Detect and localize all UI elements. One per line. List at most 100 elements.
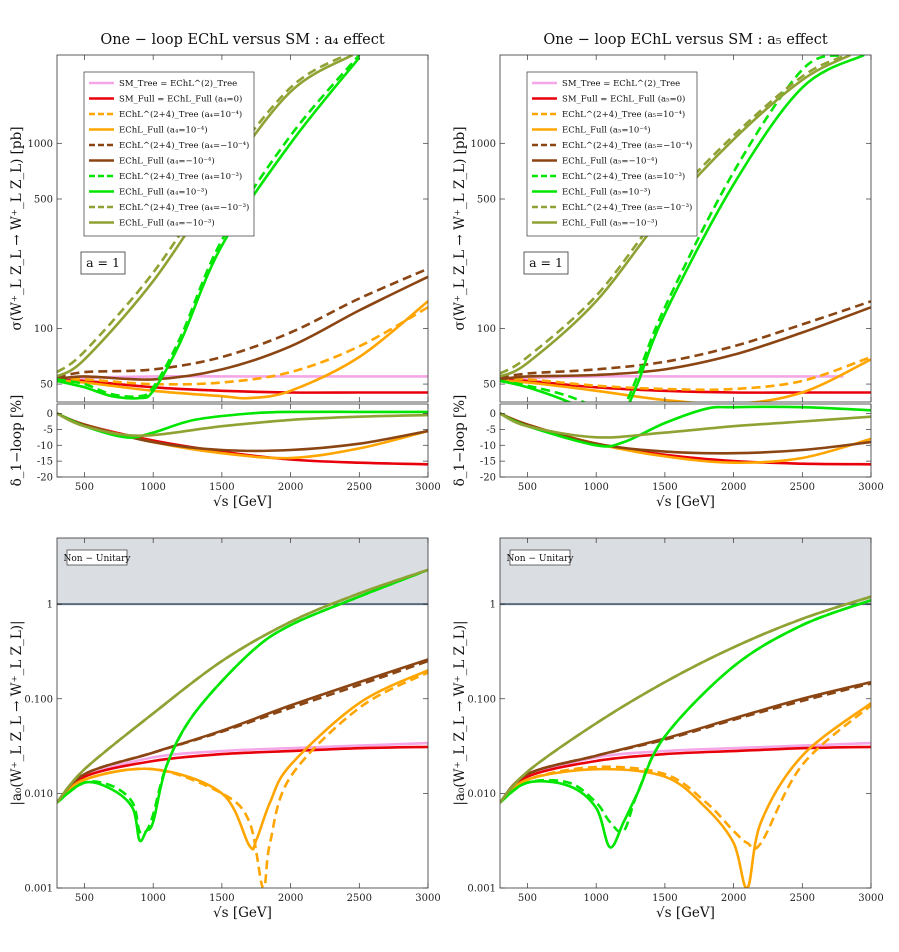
series-line-a5-a0-4: [500, 682, 871, 804]
a4-a0-xtick-label: 1500: [209, 893, 234, 904]
a4-delta-ytick-label: -10: [37, 441, 53, 452]
legend-label: EChL^(2+4)_Tree (a₄=10⁻⁴): [119, 109, 242, 120]
a4-delta-frame: [56, 403, 429, 478]
series-line-a5-a0-3: [500, 702, 871, 888]
legend-label: EChL^(2+4)_Tree (a₄=−10⁻⁴): [119, 140, 249, 151]
a5-delta-ytick-label: -20: [480, 473, 496, 484]
a5-a0-frame: [499, 537, 872, 889]
legend-label: SM_Full = EChL_Full (a₅=0): [562, 94, 685, 105]
a4-a0-ytick-label: 0.001: [24, 884, 53, 895]
legend-label: EChL^(2+4)_Tree (a₄=−10⁻³): [119, 202, 249, 213]
a5-sigma-axes: 50 100 500 1000: [471, 54, 872, 403]
x-axis-label: √s [GeV]: [656, 494, 715, 510]
a4-a0-axes: 500 1000 1500 2000 2500 3000 0.001 0.010 0.100 1: [24, 537, 441, 904]
series-line-a4-delta-2: [57, 412, 428, 453]
a4-a0-ytick-label: 1: [47, 600, 53, 611]
series-line-a5-sigma-5: [500, 306, 871, 381]
a5-delta-xtick-label: 2500: [790, 482, 815, 493]
a4-delta-ytick-label: -5: [43, 425, 53, 436]
a4-delta-series-group: [57, 410, 428, 466]
series-line-a4-delta-4: [57, 412, 428, 437]
nonunitary-label-box: [509, 549, 571, 566]
series-line-a5-a0-9: [500, 595, 871, 804]
x-axis-label: √s [GeV]: [213, 905, 272, 921]
chart-title: One − loop EChL versus SM : a₅ effect: [543, 32, 827, 48]
a4-sigma-ytick-label: 50: [40, 380, 53, 391]
series-line-a5-sigma-6: [500, 55, 844, 402]
annotation-text: a = 1: [529, 255, 563, 270]
series-line-a5-sigma-0: [500, 375, 844, 383]
nonunitary-region: [57, 538, 428, 605]
series-line-a4-sigma-7: [57, 56, 361, 400]
a4-a0-series-group: [57, 568, 428, 888]
series-line-a4-a0-5: [57, 658, 428, 804]
series-line-a4-sigma-5: [57, 275, 428, 381]
legend-label: EChL_Full (a₄=10⁻³): [119, 187, 208, 198]
a4-a0-xtick-label: 1000: [140, 893, 165, 904]
legend-label: EChL_Full (a₅=−10⁻⁴): [562, 156, 658, 167]
series-line-a5-delta-3: [500, 405, 871, 448]
series-line-a5-delta-4: [500, 412, 871, 439]
a5-delta-xtick-label: 1500: [652, 482, 677, 493]
a5-a0-axes: 500 1000 1500 2000 2500 3000 0.001 0.010 0.100 1: [467, 537, 884, 904]
series-line-a5-delta-2: [500, 412, 871, 455]
series-line-a4-sigma-0: [57, 375, 428, 383]
annotation-text: a = 1: [86, 255, 120, 270]
a5-sigma-ytick-label: 50: [483, 380, 496, 391]
a5-delta-axes: 500 1000 1500 2000 2500 3000 0 -5 -10 -15 -20: [480, 403, 884, 493]
legend-label: EChL_Full (a₄=−10⁻⁴): [119, 156, 215, 167]
a4-delta-ytick-label: -15: [37, 457, 53, 468]
a5-a0-xtick-label: 2500: [790, 893, 815, 904]
y-axis-label: |a₀(W⁺_L Z_L → W⁺_L Z_L)|: [9, 620, 25, 805]
series-line-a4-sigma-8: [57, 55, 347, 374]
a4-a0-frame: [56, 537, 429, 889]
a4-sigma-series-group: [57, 55, 428, 400]
a5-delta-xtick-label: 2000: [721, 482, 746, 493]
legend-label: EChL^(2+4)_Tree (a₄=10⁻³): [119, 171, 242, 182]
a4-delta-xtick-label: 1000: [140, 482, 165, 493]
nonunitary-label-box: [66, 549, 128, 566]
series-line-a4-a0-7: [57, 568, 428, 843]
a4-delta-xtick-label: 1500: [209, 482, 234, 493]
series-line-a5-sigma-8: [500, 55, 847, 375]
series-line-a4-sigma-4: [57, 267, 428, 380]
nonunitary-label: Non − Unitary: [507, 554, 575, 564]
a5-a0-xtick-label: 3000: [858, 893, 883, 904]
y-axis-label: σ(W⁺_L Z_L → W⁺_L Z_L) [pb]: [9, 127, 25, 331]
annotation-box: [80, 251, 126, 275]
a5-sigma-ytick-label: 500: [477, 195, 496, 206]
a5-a0-series-group: [500, 595, 871, 888]
nonunitary-label: Non − Unitary: [64, 554, 132, 564]
a5-a0-xtick-label: 1000: [583, 893, 608, 904]
a4-a0-ytick-label: 0.100: [24, 694, 53, 705]
y-axis-label: |a₀(W⁺_L Z_L → W⁺_L Z_L)|: [452, 620, 468, 805]
a5-a0-ytick-label: 0.001: [467, 884, 496, 895]
series-line-a4-sigma-1: [57, 379, 428, 394]
a4-sigma-frame: [56, 54, 429, 403]
y-axis-label: δ_1−loop [%]: [9, 395, 25, 487]
a4-delta-axes: 500 1000 1500 2000 2500 3000 0 -5 -10 -15 -20: [37, 403, 441, 493]
a5-delta-ytick-label: -10: [480, 441, 496, 452]
series-line-a4-a0-6: [57, 568, 428, 836]
a4-a0-xtick-label: 3000: [415, 893, 440, 904]
series-line-a5-sigma-4: [500, 300, 871, 380]
annotation-box: [523, 251, 569, 275]
series-line-a4-a0-9: [57, 568, 428, 804]
legend-label: EChL^(2+4)_Tree (a₅=10⁻³): [562, 171, 685, 182]
a4-delta-xtick-label: 500: [75, 482, 94, 493]
a4-sigma-axes: 50 100 500 1000: [28, 54, 429, 403]
a4-delta-xtick-label: 3000: [415, 482, 440, 493]
series-line-a5-a0-6: [500, 598, 871, 834]
a5-delta-series-group: [500, 405, 871, 466]
series-line-a5-a0-8: [500, 595, 871, 804]
a5-a0-ytick-label: 0.010: [467, 789, 496, 800]
nonunitary-region: [500, 538, 871, 605]
legend-label: EChL_Full (a₄=10⁻⁴): [119, 125, 208, 136]
a5-a0-xtick-label: 2000: [721, 893, 746, 904]
series-line-a5-a0-7: [500, 598, 871, 849]
a4-a0-xtick-label: 500: [75, 893, 94, 904]
a4-sigma-ytick-label: 500: [34, 195, 53, 206]
series-line-a4-sigma-3: [57, 300, 428, 400]
a5-sigma-frame: [499, 54, 872, 403]
a4-a0-xtick-label: 2000: [278, 893, 303, 904]
